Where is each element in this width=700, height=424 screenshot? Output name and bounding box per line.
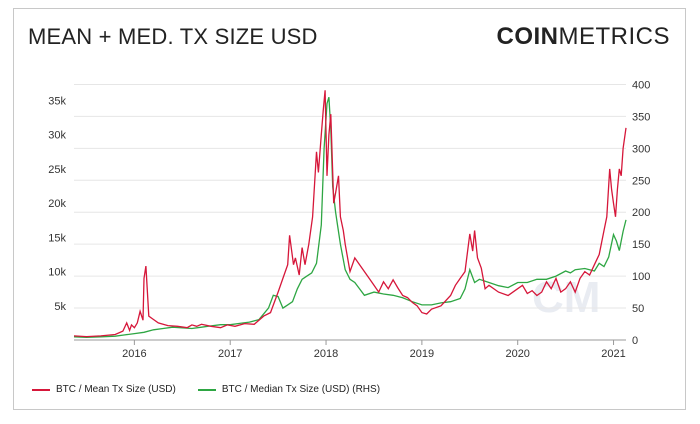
legend-item-mean: BTC / Mean Tx Size (USD) <box>32 384 176 395</box>
x-tick-label: 2019 <box>410 348 434 360</box>
coinmetrics-logo: COINMETRICS <box>497 23 671 51</box>
right-tick-label: 300 <box>632 143 650 155</box>
right-tick-label: 0 <box>632 335 638 347</box>
left-tick-label: 15k <box>48 232 66 244</box>
legend: BTC / Mean Tx Size (USD) BTC / Median Tx… <box>32 384 380 395</box>
x-tick-label: 2017 <box>218 348 242 360</box>
left-tick-label: 20k <box>48 198 66 210</box>
right-axis-ticks: 0 50 100 150 200 250 300 350 400 <box>632 79 650 347</box>
left-tick-label: 25k <box>48 164 66 176</box>
x-tick-label: 2021 <box>601 348 625 360</box>
right-tick-label: 250 <box>632 175 650 187</box>
logo-light-text: METRICS <box>558 23 670 50</box>
logo-bold-text: COIN <box>496 23 559 50</box>
legend-swatch-mean <box>32 388 50 391</box>
watermark: CM <box>532 273 600 322</box>
left-axis-ticks: 5k 10k 15k 20k 25k 30k 35k <box>48 96 66 313</box>
left-tick-label: 35k <box>48 96 66 108</box>
x-tick-label: 2016 <box>122 348 146 360</box>
legend-label-median: BTC / Median Tx Size (USD) (RHS) <box>221 384 381 395</box>
gridlines <box>74 83 626 309</box>
legend-item-median: BTC / Median Tx Size (USD) (RHS) <box>197 384 381 395</box>
chart-title: MEAN + MED. TX SIZE USD <box>28 24 318 49</box>
x-tick-label: 2018 <box>314 348 338 360</box>
right-tick-label: 200 <box>632 207 650 219</box>
legend-label-mean: BTC / Mean Tx Size (USD) <box>56 384 176 395</box>
left-tick-label: 5k <box>54 301 66 313</box>
x-axis-ticks: 2016 2017 2018 2019 2020 2021 <box>122 340 626 360</box>
right-tick-label: 100 <box>632 271 650 283</box>
x-tick-label: 2020 <box>505 348 529 360</box>
mean-series-line <box>73 90 627 338</box>
legend-swatch-median <box>197 388 216 391</box>
left-tick-label: 30k <box>48 130 66 142</box>
right-tick-label: 350 <box>632 111 650 123</box>
right-tick-label: 50 <box>632 303 644 315</box>
chart-frame <box>13 8 686 410</box>
right-tick-label: 150 <box>632 239 650 251</box>
right-tick-label: 400 <box>632 79 650 91</box>
left-tick-label: 10k <box>48 267 66 279</box>
